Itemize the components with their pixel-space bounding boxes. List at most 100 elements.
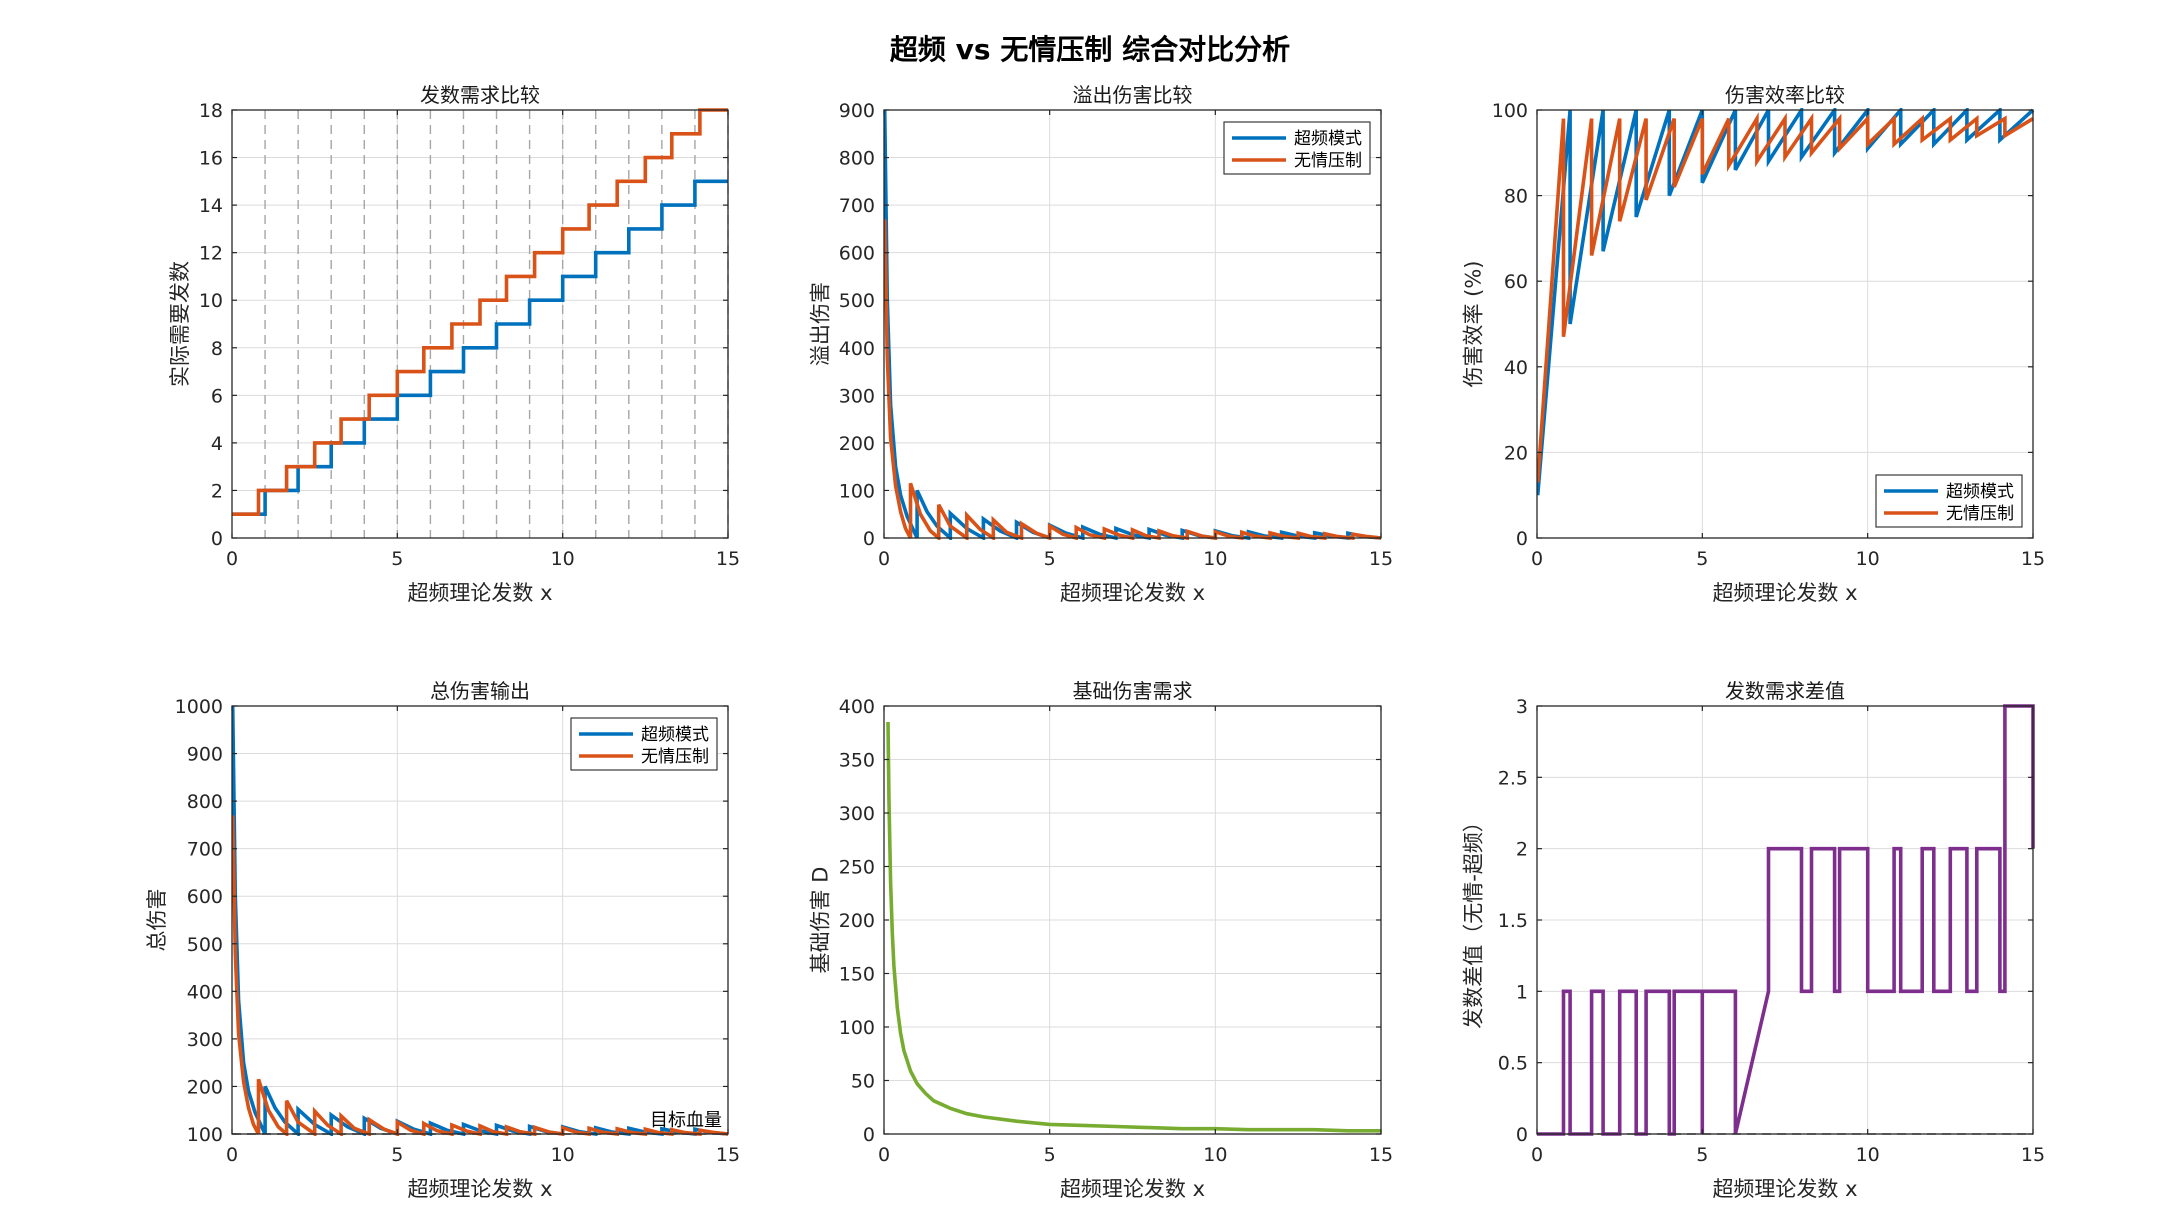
y-tick-label: 300 (839, 385, 875, 407)
y-tick-label: 14 (199, 195, 223, 217)
y-tick-label: 0 (211, 528, 223, 550)
legend-box (570, 717, 718, 771)
legend-box (1223, 121, 1371, 175)
y-axis-label: 基础伤害 D (809, 867, 833, 974)
y-tick-label: 0.5 (1498, 1053, 1528, 1075)
legend-box (1875, 474, 2023, 528)
x-tick-label: 10 (551, 548, 575, 570)
y-tick-label: 2 (211, 480, 223, 502)
series-line-1 (886, 721, 1381, 1133)
legend-entry: 超频模式 (641, 725, 709, 745)
y-tick-label: 800 (839, 148, 875, 170)
x-tick-label: 15 (1369, 548, 1393, 570)
y-tick-label: 600 (839, 243, 875, 265)
y-tick-label: 8 (211, 338, 223, 360)
target-label: 目标血量 (650, 1110, 722, 1131)
y-tick-label: 40 (1504, 357, 1528, 379)
y-tick-label: 400 (839, 696, 875, 718)
y-tick-label: 350 (839, 750, 875, 772)
series-line-2 (232, 108, 728, 517)
legend-entry: 超频模式 (1294, 129, 1362, 149)
x-tick-label: 10 (1856, 548, 1880, 570)
y-tick-label: 100 (839, 1017, 875, 1039)
x-tick-label: 5 (1696, 1144, 1708, 1166)
x-axis-label: 超频理论发数 x (407, 1177, 552, 1201)
plot-area (232, 706, 728, 1134)
y-tick-label: 700 (187, 839, 223, 861)
x-tick-label: 15 (2021, 548, 2045, 570)
y-tick-label: 100 (187, 1124, 223, 1146)
x-axis-label: 超频理论发数 x (1060, 581, 1205, 605)
y-tick-label: 200 (839, 433, 875, 455)
y-tick-label: 250 (839, 857, 875, 879)
y-tick-label: 0 (863, 1124, 875, 1146)
x-axis-label: 超频理论发数 x (1712, 1177, 1857, 1201)
series-line-1 (1537, 704, 2035, 1136)
y-tick-label: 16 (199, 148, 223, 170)
subplot-title: 总伤害输出 (430, 679, 530, 703)
x-tick-label: 5 (1044, 1144, 1056, 1166)
x-tick-label: 0 (226, 548, 238, 570)
x-tick-label: 0 (878, 548, 890, 570)
y-tick-label: 400 (187, 981, 223, 1003)
y-tick-label: 800 (187, 791, 223, 813)
y-tick-label: 500 (187, 934, 223, 956)
subplot-title: 发数需求差值 (1725, 679, 1845, 703)
axes-frame (1536, 109, 2034, 539)
series-line-2 (232, 815, 729, 1136)
subplot-2: 0 5 10 15 0 100 200 300 400 500 600 700 800 900 溢出伤害比较… (809, 83, 1394, 605)
subplot-title: 基础伤害需求 (1073, 679, 1193, 703)
y-tick-label: 500 (839, 290, 875, 312)
x-tick-label: 10 (1203, 548, 1227, 570)
x-tick-label: 10 (551, 1144, 575, 1166)
y-tick-label: 4 (211, 433, 223, 455)
x-tick-label: 0 (1531, 548, 1543, 570)
y-tick-label: 200 (187, 1076, 223, 1098)
y-tick-label: 0 (1516, 528, 1528, 550)
y-tick-label: 900 (839, 100, 875, 122)
y-tick-label: 100 (839, 480, 875, 502)
x-tick-label: 5 (1044, 548, 1056, 570)
y-axis-label: 溢出伤害 (809, 282, 833, 366)
x-tick-label: 5 (391, 1144, 403, 1166)
y-tick-label: 600 (187, 886, 223, 908)
x-tick-label: 0 (1531, 1144, 1543, 1166)
x-tick-label: 10 (1856, 1144, 1880, 1166)
subplot-title: 伤害效率比较 (1725, 83, 1845, 107)
legend-entry: 无情压制 (641, 747, 709, 767)
x-tick-label: 5 (391, 548, 403, 570)
plot-area (1537, 110, 2033, 538)
y-tick-label: 0 (863, 528, 875, 550)
axes-frame (883, 109, 1382, 539)
y-tick-label: 300 (839, 803, 875, 825)
x-tick-label: 15 (716, 548, 740, 570)
y-tick-label: 2.5 (1498, 767, 1528, 789)
x-tick-label: 15 (716, 1144, 740, 1166)
plot-area (884, 110, 1381, 538)
x-axis-label: 超频理论发数 x (1060, 1177, 1205, 1201)
series-line-2 (884, 219, 1382, 540)
legend-entry: 无情压制 (1946, 504, 2014, 524)
axes-frame (231, 705, 729, 1135)
x-tick-label: 10 (1203, 1144, 1227, 1166)
y-tick-label: 18 (199, 100, 223, 122)
y-axis-label: 发数差值（无情-超频） (1462, 811, 1486, 1029)
legend-entry: 无情压制 (1294, 151, 1362, 171)
y-tick-label: 400 (839, 338, 875, 360)
y-tick-label: 150 (839, 964, 875, 986)
y-tick-label: 700 (839, 195, 875, 217)
y-axis-label: 伤害效率 (%) (1462, 260, 1486, 387)
subplot-title: 发数需求比较 (420, 83, 540, 107)
subplot-4: 0 5 10 15 100 200 300 400 500 600 700 800 900 1000 总伤害… (145, 679, 740, 1201)
y-tick-label: 50 (851, 1071, 875, 1093)
y-tick-label: 0 (1516, 1124, 1528, 1146)
y-tick-label: 900 (187, 744, 223, 766)
x-axis-label: 超频理论发数 x (407, 581, 552, 605)
x-tick-label: 5 (1696, 548, 1708, 570)
